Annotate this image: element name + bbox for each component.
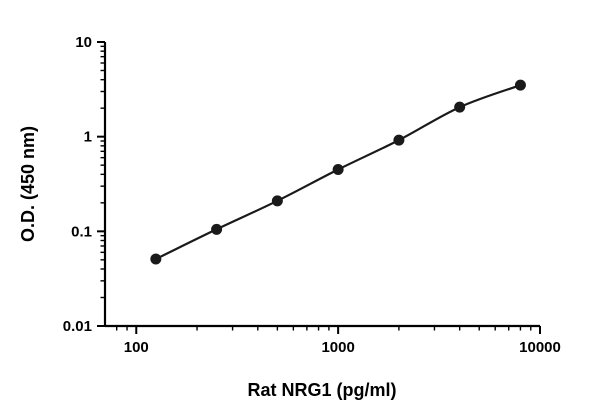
y-tick-label: 10	[75, 34, 92, 51]
y-tick-label: 0.1	[71, 223, 92, 240]
y-tick-label: 0.01	[63, 318, 92, 335]
axes-layer: 100 1000 10000 0.01 0.1 1 10	[63, 34, 561, 356]
data-point	[150, 253, 162, 265]
data-layer	[150, 79, 526, 265]
x-axis-title: Rat NRG1 (pg/ml)	[247, 380, 396, 400]
x-tick-label: 1000	[321, 339, 354, 356]
data-point	[211, 223, 223, 235]
y-axis-title: O.D. (450 nm)	[18, 126, 38, 242]
data-point	[454, 101, 466, 113]
data-point	[393, 134, 405, 146]
data-point	[332, 163, 344, 175]
data-point	[271, 195, 283, 207]
y-tick-label: 1	[84, 129, 92, 146]
x-tick-label: 100	[124, 339, 149, 356]
x-tick-label: 10000	[519, 339, 561, 356]
data-point	[514, 79, 526, 91]
